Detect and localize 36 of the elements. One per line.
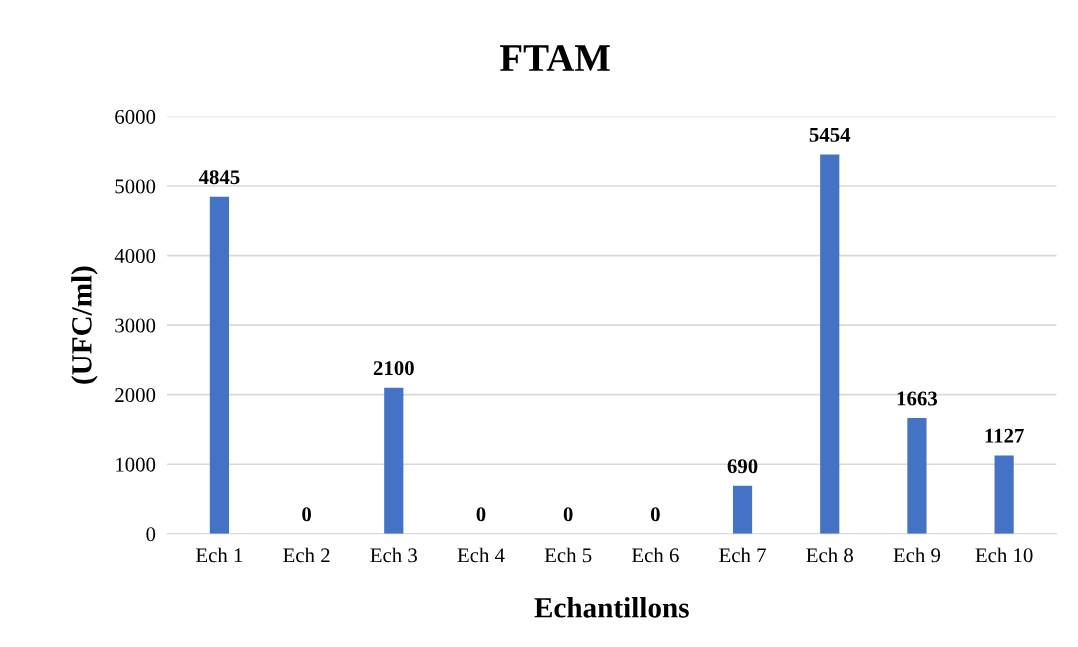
y-tick-label: 0 bbox=[146, 527, 156, 542]
x-tick-label: Ech 6 bbox=[631, 547, 679, 563]
x-tick-label: Ech 9 bbox=[893, 547, 941, 563]
bar bbox=[994, 455, 1014, 534]
x-axis-title: Echantillons bbox=[534, 597, 689, 618]
bar bbox=[820, 154, 840, 534]
y-tick-label: 2000 bbox=[115, 388, 156, 403]
x-tick-label: Ech 1 bbox=[196, 547, 243, 563]
data-label: 1127 bbox=[985, 428, 1024, 443]
chart-title: FTAM bbox=[500, 45, 610, 71]
y-tick-label: 5000 bbox=[115, 179, 156, 194]
bar bbox=[209, 196, 229, 534]
bar bbox=[907, 418, 927, 534]
data-label: 2100 bbox=[373, 361, 414, 376]
y-tick-label: 1000 bbox=[116, 457, 156, 472]
data-label: 0 bbox=[476, 507, 486, 522]
bar bbox=[732, 485, 753, 534]
bar bbox=[384, 387, 404, 534]
x-tick-label: Ech 10 bbox=[975, 547, 1033, 563]
x-tick-label: Ech 7 bbox=[719, 547, 766, 563]
y-tick-label: 6000 bbox=[115, 109, 156, 124]
x-tick-label: Ech 2 bbox=[283, 547, 330, 563]
x-tick-label: Ech 3 bbox=[370, 547, 417, 563]
data-label: 690 bbox=[727, 459, 758, 474]
data-label: 4845 bbox=[198, 170, 240, 185]
x-tick-label: Ech 4 bbox=[457, 547, 505, 563]
x-tick-label: Ech 5 bbox=[544, 547, 592, 563]
data-label: 1663 bbox=[897, 391, 938, 406]
y-axis-title: (UFC/ml) bbox=[71, 266, 98, 384]
data-label: 0 bbox=[650, 507, 660, 522]
data-label: 0 bbox=[302, 507, 312, 522]
y-tick-label: 4000 bbox=[114, 248, 156, 263]
x-tick-label: Ech 8 bbox=[806, 547, 853, 563]
data-label: 5454 bbox=[809, 127, 851, 142]
data-label: 0 bbox=[563, 507, 573, 522]
y-tick-label: 3000 bbox=[115, 318, 156, 333]
